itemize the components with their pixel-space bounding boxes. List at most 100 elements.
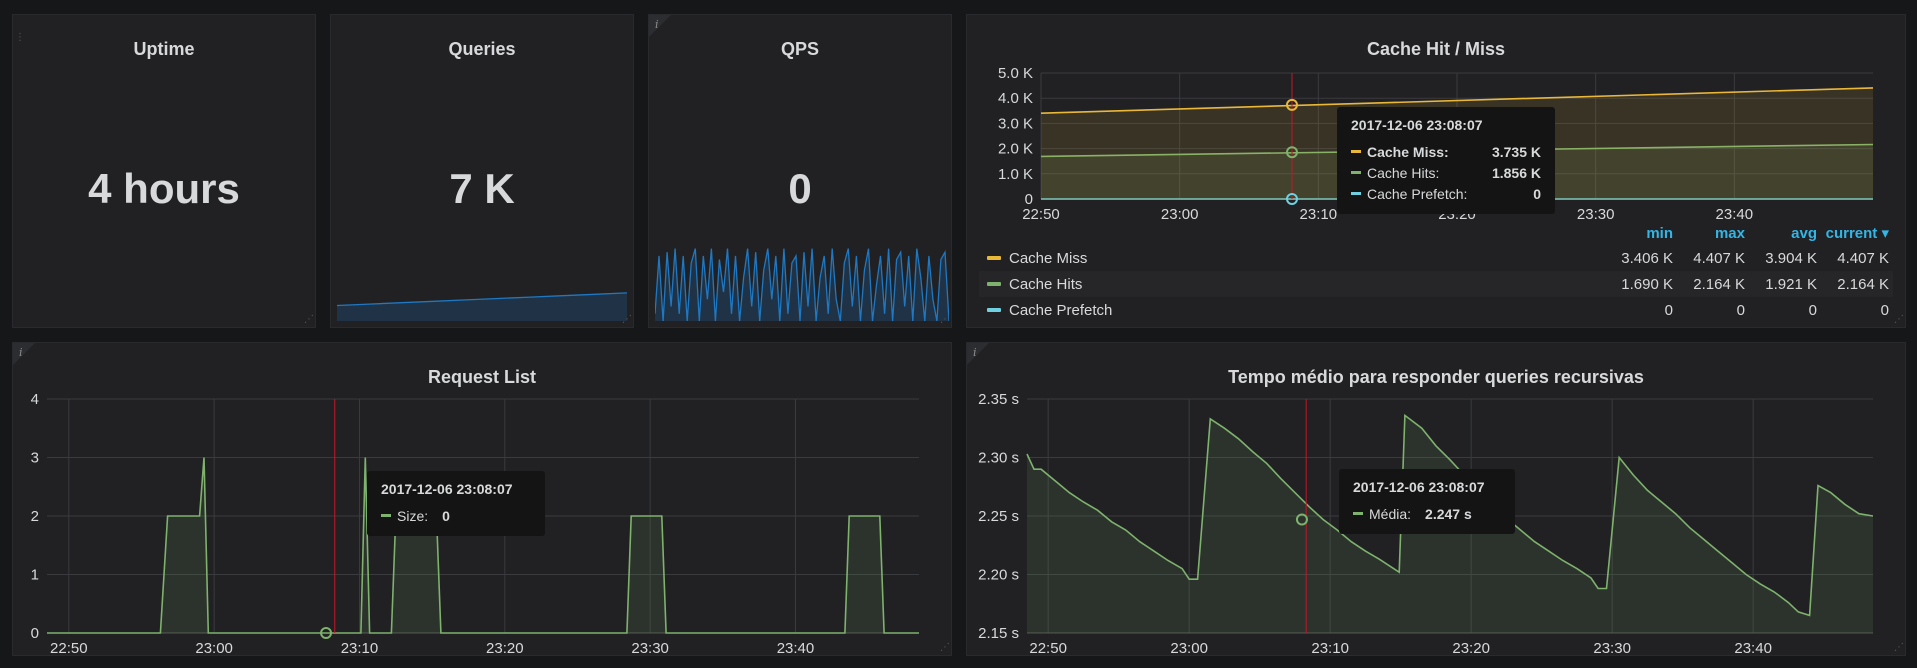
y-tick-label: 2 (31, 508, 39, 525)
resize-handle-icon[interactable]: ⋰ (304, 314, 314, 325)
x-tick-label: 23:40 (777, 640, 815, 655)
info-corner (649, 15, 671, 37)
x-tick-label: 23:00 (195, 640, 233, 655)
tooltip-value: 2.247 s (1425, 505, 1472, 522)
legend-max: 0 (1736, 301, 1745, 319)
tooltip-time: 2017-12-06 23:08:07 (1353, 479, 1485, 495)
x-tick-label: 23:30 (631, 640, 669, 655)
resize-handle-icon[interactable]: ⋰ (622, 314, 632, 325)
info-corner (967, 343, 989, 365)
legend-header: min max avg current ▾ (979, 221, 1893, 245)
x-tick-label: 23:10 (1311, 640, 1349, 655)
info-icon[interactable]: i (19, 346, 23, 359)
hover-marker (320, 627, 333, 639)
info-icon[interactable]: i (973, 346, 977, 359)
legend-current: 2.164 K (1837, 275, 1889, 293)
tooltip-row: Média: 2.247 s (1353, 503, 1501, 524)
panel-title[interactable]: Request List (427, 367, 537, 387)
drag-handle-icon[interactable]: ⋮ (15, 32, 25, 43)
x-tick-label: 23:40 (1716, 206, 1754, 223)
legend-current: 0 (1880, 301, 1889, 319)
qps-panel[interactable]: i QPS 0 ⋰ (648, 14, 952, 328)
legend-row-cache-prefetch[interactable]: Cache Prefetch 0 0 0 0 (979, 297, 1893, 323)
y-tick-label: 3 (31, 450, 39, 467)
x-tick-label: 23:40 (1734, 640, 1772, 655)
panel-title[interactable]: QPS (780, 39, 819, 59)
legend-avg: 1.921 K (1765, 275, 1817, 293)
legend-sort-avg[interactable]: avg (1791, 224, 1817, 242)
resize-handle-icon[interactable]: ⋰ (1894, 314, 1904, 325)
legend-series-name[interactable]: Cache Prefetch (1009, 301, 1113, 319)
legend-avg: 3.904 K (1765, 249, 1817, 267)
legend-min: 1.690 K (1621, 275, 1673, 293)
y-tick-label: 1.0 K (998, 166, 1033, 183)
y-tick-label: 0 (1025, 191, 1033, 208)
x-tick-label: 22:50 (1022, 206, 1060, 223)
info-icon[interactable]: i (655, 18, 659, 31)
legend-row-cache-miss[interactable]: Cache Miss 3.406 K 4.407 K 3.904 K 4.407… (979, 245, 1893, 271)
legend-current: 4.407 K (1837, 249, 1889, 267)
x-tick-label: 22:50 (50, 640, 88, 655)
y-tick-label: 2.0 K (998, 141, 1033, 158)
x-tick-label: 23:10 (1300, 206, 1338, 223)
series-swatch (1351, 171, 1361, 174)
cache-legend: min max avg current ▾ Cache Miss 3.406 K… (979, 221, 1893, 323)
tooltip-value: 3.735 K (1491, 143, 1541, 160)
legend-series-name[interactable]: Cache Miss (1009, 249, 1088, 267)
y-tick-label: 2.25 s (978, 508, 1019, 525)
legend-max: 2.164 K (1693, 275, 1745, 293)
y-tick-label: 0 (31, 625, 39, 642)
panel-title[interactable]: Uptime (133, 39, 195, 59)
request-list-panel[interactable]: i Request List 0 1 2 3 4 22:50 23:00 23:10 23:20… (12, 342, 952, 656)
tooltip-row: Cache Hits: 1.856 K (1351, 162, 1541, 183)
series-swatch[interactable] (987, 256, 1001, 260)
panel-title[interactable]: Queries (448, 39, 516, 59)
series-swatch (381, 514, 391, 517)
panel-title[interactable]: Cache Hit / Miss (1366, 39, 1506, 59)
tooltip-time: 2017-12-06 23:08:07 (1351, 117, 1483, 133)
panel-title[interactable]: Tempo médio para responder queries recur… (1228, 367, 1644, 387)
tooltip-label: Size: (397, 507, 429, 524)
resize-handle-icon[interactable]: ⋰ (940, 642, 950, 653)
tooltip-time: 2017-12-06 23:08:07 (381, 481, 513, 497)
info-corner (13, 343, 35, 365)
cache-panel[interactable]: Cache Hit / Miss 0 1.0 K 2.0 K 3.0 K 4.0 K 5.… (966, 14, 1906, 328)
series-swatch[interactable] (987, 308, 1001, 312)
tooltip-label: Cache Miss: (1367, 143, 1449, 160)
uptime-value: 4 hours (88, 165, 240, 212)
legend-sort-min[interactable]: min (1646, 224, 1673, 242)
queries-panel[interactable]: Queries 7 K ⋰ (330, 14, 634, 328)
legend-series-name[interactable]: Cache Hits (1009, 275, 1083, 293)
series-swatch (1351, 192, 1361, 195)
x-tick-label: 23:30 (1577, 206, 1615, 223)
series-swatch (1351, 150, 1361, 153)
y-tick-label: 4 (31, 391, 39, 408)
request-list-tooltip: 2017-12-06 23:08:07 Size: 0 (367, 471, 545, 536)
tooltip-label: Cache Hits: (1367, 164, 1440, 181)
x-tick-label: 23:00 (1170, 640, 1208, 655)
legend-row-cache-hits[interactable]: Cache Hits 1.690 K 2.164 K 1.921 K 2.164… (979, 271, 1893, 297)
sparkline-line (337, 292, 627, 307)
legend-avg: 0 (1808, 301, 1817, 319)
sparkline-line (655, 248, 949, 321)
y-tick-label: 1 (31, 567, 39, 584)
hover-marker (1285, 98, 1298, 111)
x-tick-label: 23:10 (341, 640, 379, 655)
tooltip-value: 0 (1533, 185, 1541, 202)
series-line (1040, 87, 1874, 114)
tempo-panel[interactable]: i Tempo médio para responder queries rec… (966, 342, 1906, 656)
uptime-panel[interactable]: ⋮ Uptime 4 hours ⋰ (12, 14, 316, 328)
sparkline-fill (337, 292, 627, 321)
series-line (1026, 413, 1874, 617)
resize-handle-icon[interactable]: ⋰ (940, 314, 950, 325)
legend-sort-max[interactable]: max (1714, 224, 1745, 242)
x-tick-label: 22:50 (1029, 640, 1067, 655)
qps-sparkline (655, 248, 949, 321)
series-swatch[interactable] (987, 282, 1001, 286)
resize-handle-icon[interactable]: ⋰ (1894, 642, 1904, 653)
x-tick-label: 23:20 (1452, 640, 1490, 655)
qps-value: 0 (788, 165, 812, 212)
y-tick-label: 2.30 s (978, 450, 1019, 467)
legend-min: 3.406 K (1621, 249, 1673, 267)
legend-sort-current[interactable]: current ▾ (1825, 225, 1889, 242)
